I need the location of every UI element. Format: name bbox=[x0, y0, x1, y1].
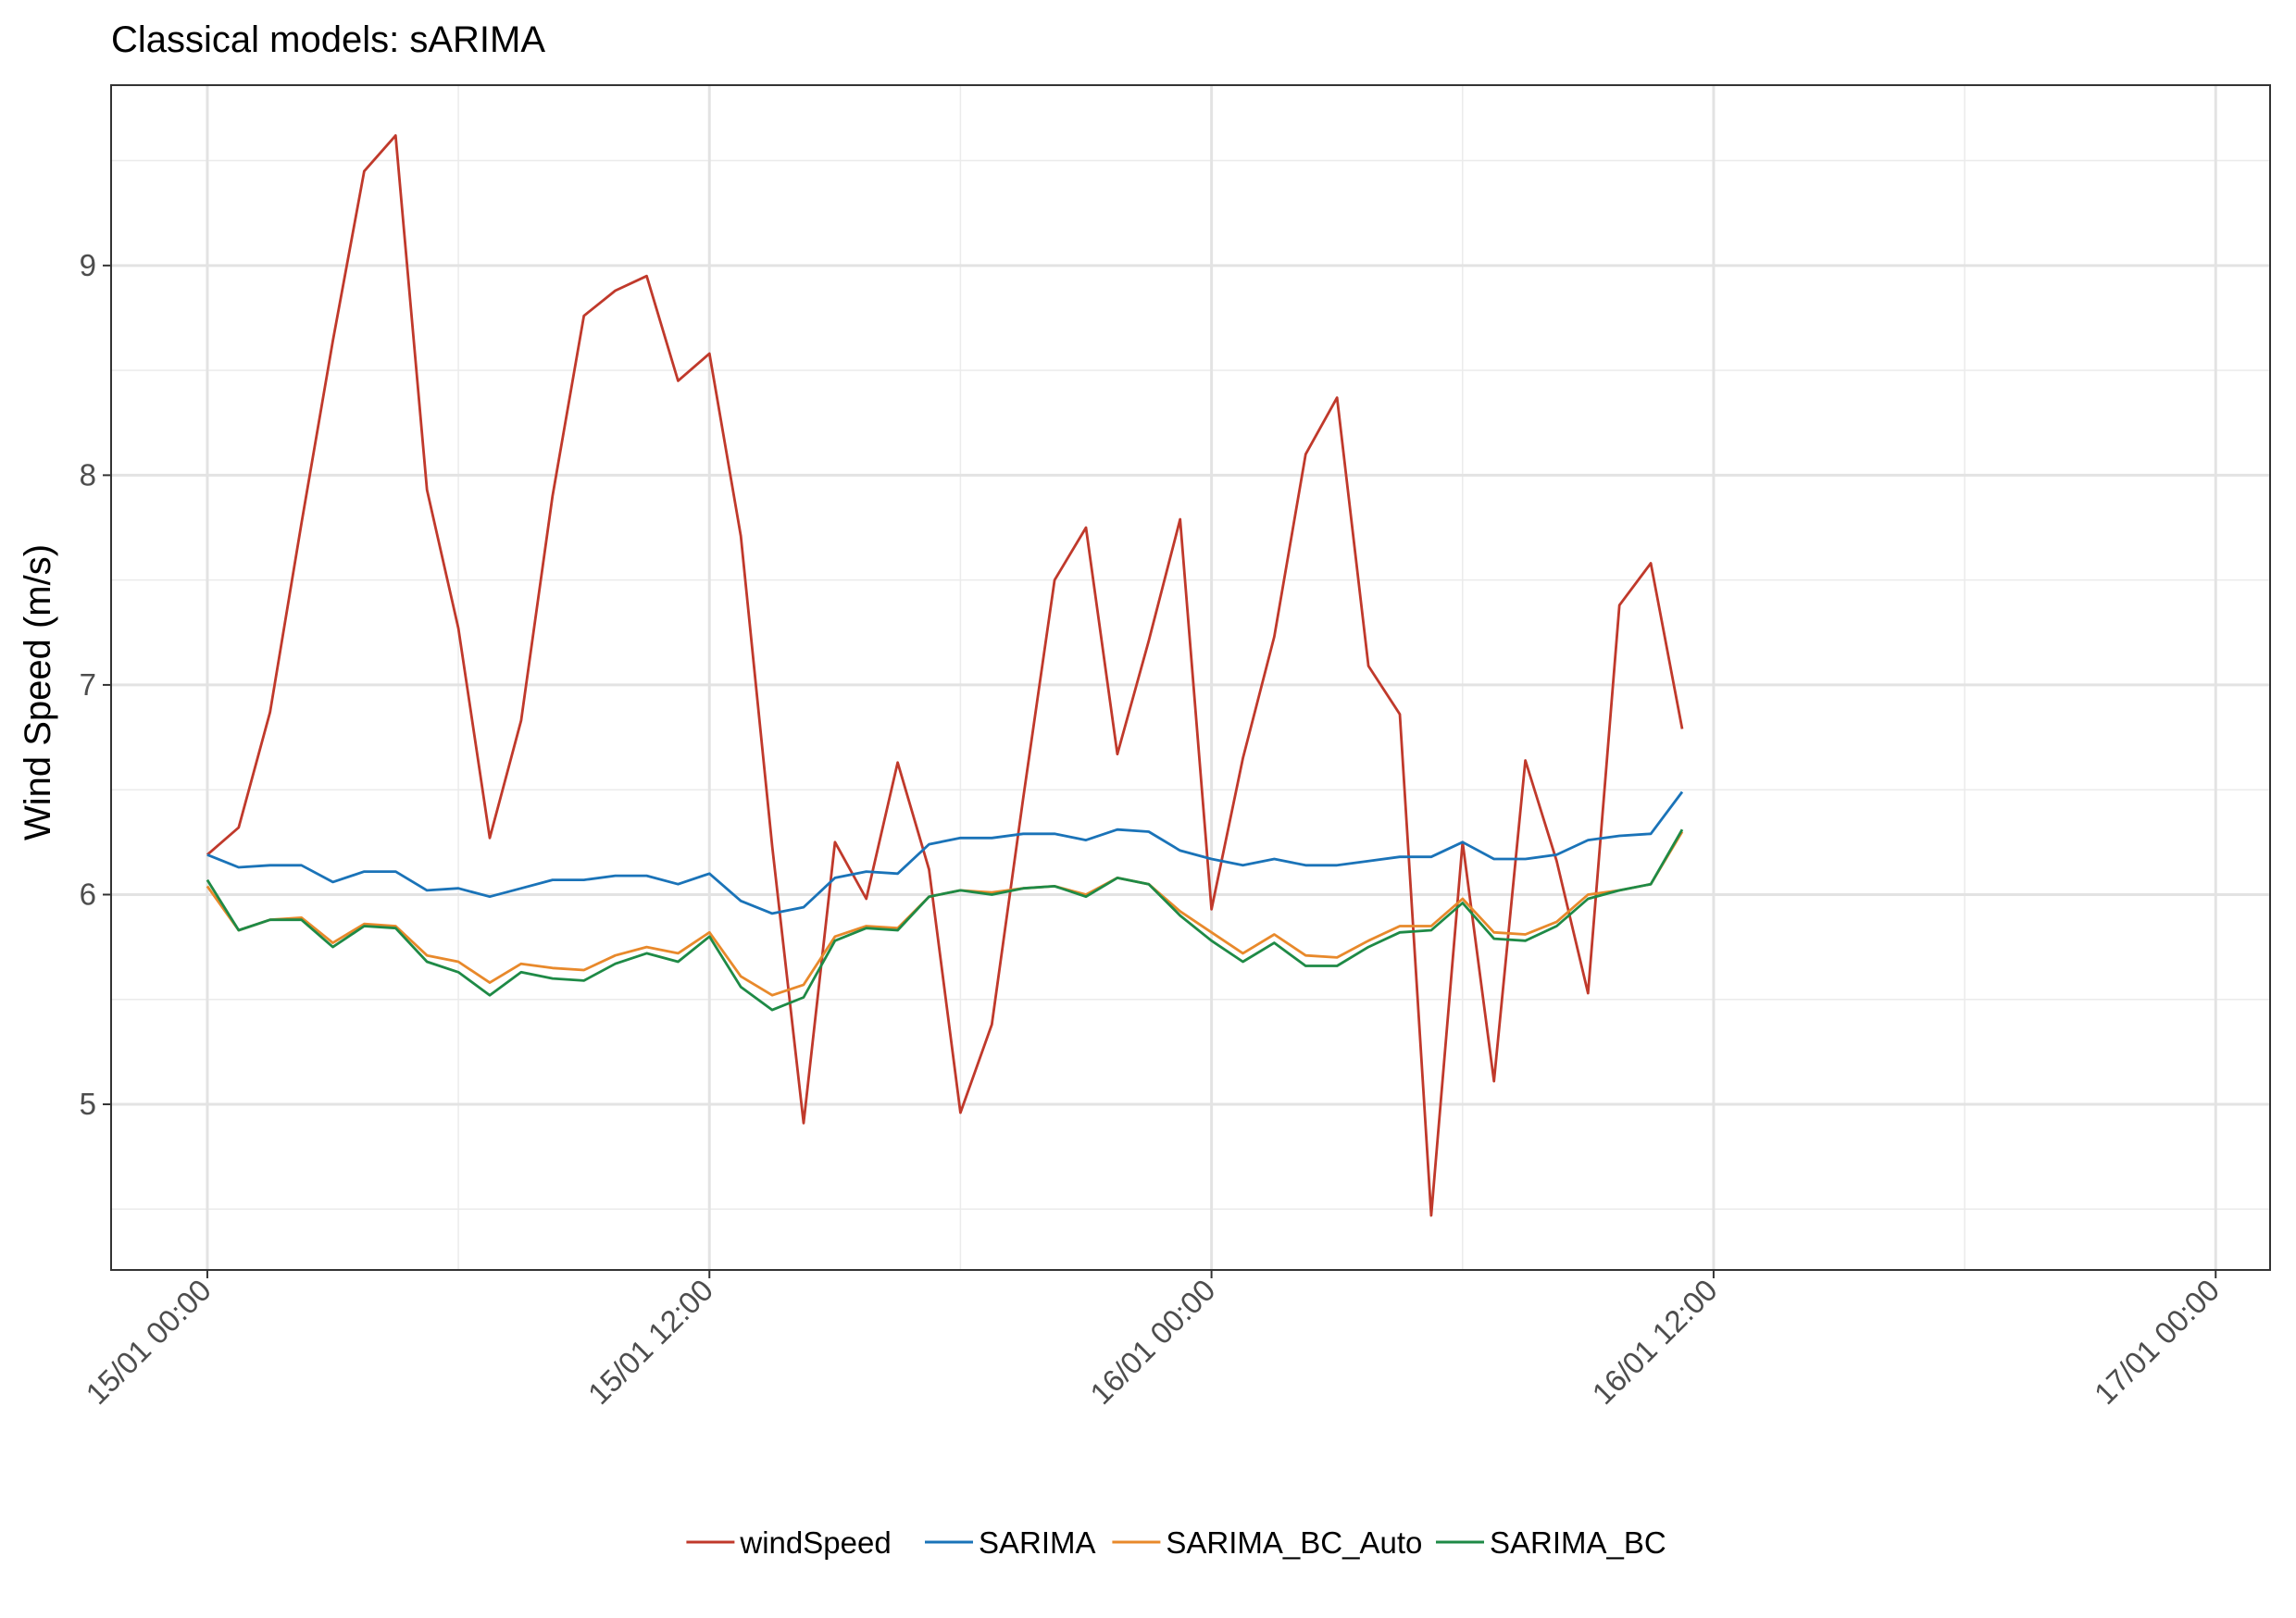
major-gridlines bbox=[111, 85, 2270, 1270]
y-tick-label: 6 bbox=[80, 877, 96, 911]
series-line-SARIMA_BC bbox=[206, 828, 1684, 1012]
legend-label-windSpeed: windSpeed bbox=[739, 1525, 891, 1560]
legend-label-SARIMA: SARIMA bbox=[979, 1525, 1096, 1560]
y-axis-label: Wind Speed (m/s) bbox=[18, 544, 58, 840]
legend: windSpeed SARIMA SARIMA_BC_Auto SARIMA_BC bbox=[686, 1525, 1666, 1560]
series-lines bbox=[206, 133, 1684, 1217]
series-line-SARIMA bbox=[206, 790, 1684, 915]
plot-panel-border bbox=[110, 84, 2271, 1271]
minor-gridlines bbox=[111, 85, 2270, 1270]
chart-title: Classical models: sARIMA bbox=[111, 19, 545, 60]
legend-label-SARIMA_BC: SARIMA_BC bbox=[1490, 1525, 1666, 1560]
legend-label-SARIMA_BC_Auto: SARIMA_BC_Auto bbox=[1166, 1525, 1422, 1560]
y-tick-label: 8 bbox=[80, 457, 96, 492]
y-axis: 5 6 7 8 9 bbox=[80, 248, 111, 1121]
series-line-windSpeed bbox=[206, 133, 1684, 1217]
y-tick-label: 5 bbox=[80, 1087, 96, 1121]
y-tick-label: 7 bbox=[80, 667, 96, 702]
y-tick-label: 9 bbox=[80, 248, 96, 282]
